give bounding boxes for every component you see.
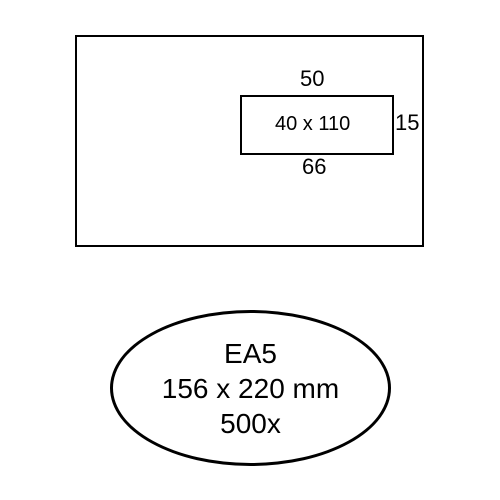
ellipse-line-quantity: 500x: [220, 406, 281, 441]
dimension-right: 15: [395, 110, 419, 136]
spec-ellipse: EA5 156 x 220 mm 500x: [110, 310, 391, 466]
window-size-label: 40 x 110: [275, 113, 350, 136]
ellipse-line-format: EA5: [224, 336, 277, 371]
dimension-bottom: 66: [302, 154, 326, 180]
ellipse-line-dimensions: 156 x 220 mm: [162, 371, 339, 406]
dimension-top: 50: [300, 66, 324, 92]
